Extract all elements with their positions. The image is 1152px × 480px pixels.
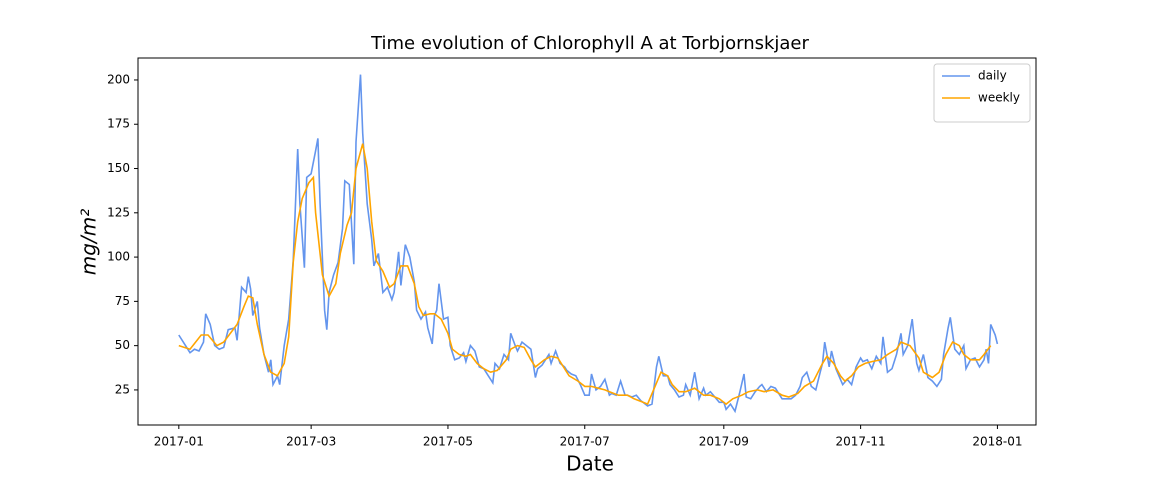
y-tick-label: 75 (115, 294, 130, 308)
y-tick-label: 200 (107, 72, 130, 86)
x-tick-label: 2018-01 (972, 435, 1022, 449)
y-tick-label: 125 (107, 205, 130, 219)
y-tick-label: 50 (115, 338, 130, 352)
x-tick-label: 2017-09 (699, 435, 749, 449)
chart-title: Time evolution of Chlorophyll A at Torbj… (370, 33, 809, 54)
x-tick-label: 2017-05 (423, 435, 473, 449)
y-tick-label: 175 (107, 117, 130, 131)
legend-label: daily (978, 69, 1007, 83)
x-tick-label: 2017-01 (154, 435, 204, 449)
x-tick-label: 2017-03 (286, 435, 336, 449)
data-line (178, 74, 999, 414)
y-axis-label: mg/m² (77, 209, 101, 275)
x-tick-label: 2017-07 (560, 435, 610, 449)
x-axis-label: Date (566, 452, 614, 476)
data-line (178, 143, 992, 406)
y-tick-label: 150 (107, 161, 130, 175)
y-tick-label: 100 (107, 250, 130, 264)
legend-label: weekly (978, 91, 1020, 105)
plot-frame (137, 57, 1037, 426)
legend-box (933, 63, 1031, 123)
x-tick-label: 2017-11 (836, 435, 886, 449)
y-tick-label: 25 (115, 382, 130, 396)
